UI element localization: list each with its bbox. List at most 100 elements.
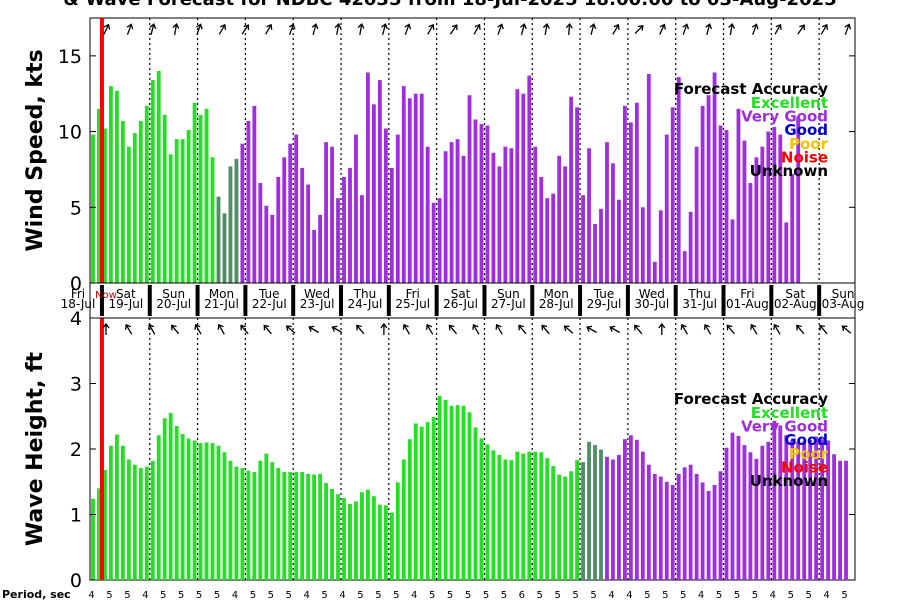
wave-height-bar [587, 441, 591, 580]
wave-height-bar [706, 490, 711, 580]
wind-speed-bar [467, 95, 472, 283]
wave-height-bar [551, 466, 556, 580]
wave-height-bar [318, 473, 323, 580]
wind-speed-bar [658, 210, 663, 283]
wave-height-bar [575, 460, 580, 580]
wave-height-bar [646, 464, 651, 580]
day-of-week-label: Thu [687, 287, 711, 301]
wave-height-bar [240, 468, 245, 580]
period-value: 5 [250, 590, 256, 600]
wind-speed-bar [126, 146, 131, 283]
wave-height-bar [342, 498, 346, 581]
wind-speed-bar [479, 124, 484, 283]
wave-height-bar [348, 504, 352, 580]
period-value: 5 [555, 590, 561, 600]
period-value: 5 [680, 590, 686, 600]
wave-height-bar [545, 458, 550, 580]
direction-arrow-icon [563, 325, 574, 334]
date-axis-band [89, 282, 856, 319]
direction-arrow-icon [634, 24, 644, 34]
direction-arrow-icon [751, 23, 759, 35]
day-of-week-label: Mon [544, 287, 569, 301]
wind-speed-bar [593, 223, 597, 283]
period-value: 5 [106, 590, 112, 600]
wind-speed-bar [742, 140, 747, 283]
y-tick-label: 2 [70, 439, 82, 461]
wind-speed-bar [485, 125, 490, 283]
wave-height-bar [509, 460, 514, 580]
direction-arrow-icon [334, 23, 342, 36]
period-value: 5 [286, 590, 292, 600]
wave-height-bar [581, 462, 585, 580]
day-boundary-marker [769, 285, 774, 316]
wave-height-bar [664, 481, 669, 580]
wind-speed-bar [395, 134, 400, 283]
y-axis-label: Wind Speed, kts [23, 49, 48, 251]
wave-height-bar [694, 473, 699, 580]
wind-speed-bar [443, 151, 448, 283]
day-boundary-marker [147, 285, 152, 316]
wind-speed-bar [91, 134, 95, 283]
wave-height-bar [670, 485, 675, 580]
day-of-week-label: Tue [258, 287, 280, 301]
wind-speed-bar [97, 108, 101, 283]
wind-speed-bar [437, 198, 442, 283]
y-tick-label: 10 [58, 122, 82, 144]
wind-speed-bar [246, 120, 251, 283]
wave-height-bar [419, 426, 424, 580]
wind-speed-bar [772, 127, 777, 283]
wave-height-bar [682, 467, 687, 580]
direction-arrow-icon [774, 23, 782, 35]
legend-item: Noise [781, 148, 828, 166]
date-label: 22-Jul [252, 297, 287, 311]
period-value: 4 [88, 590, 94, 600]
wind-speed-bar [521, 93, 526, 284]
wave-height-bar [180, 433, 185, 580]
day-boundary-marker [482, 285, 487, 316]
date-label: 30-Jul [634, 297, 669, 311]
day-of-week-label: Tue [593, 287, 615, 301]
day-boundary-marker [386, 285, 391, 316]
wave-height-bar [700, 482, 705, 580]
direction-arrow-icon [311, 23, 319, 35]
wave-height-bar [300, 471, 305, 580]
period-value: 5 [501, 590, 507, 600]
direction-arrow-icon [196, 23, 203, 35]
wind-speed-bar [473, 119, 478, 284]
wind-speed-bar [222, 213, 227, 283]
period-value: 5 [447, 590, 453, 600]
direction-arrow-icon [773, 323, 781, 335]
date-label: 25-Jul [395, 297, 430, 311]
legend-item: Good [784, 121, 828, 139]
wind-speed-bar [551, 193, 556, 283]
legend-item: Unknown [750, 162, 828, 180]
wind-speed-bar [557, 155, 562, 283]
wave-height-bar [330, 488, 334, 580]
wind-speed-bar [288, 143, 293, 283]
wind-speed-bar [312, 230, 317, 283]
day-of-week-label: Sun [162, 287, 185, 301]
period-value: 5 [393, 590, 399, 600]
wave-height-bar [443, 399, 448, 581]
wind-speed-bar [605, 142, 609, 283]
y-axis-label: Wave Height, ft [23, 351, 48, 546]
wind-speed-bar [162, 114, 167, 283]
wave-height-bar [264, 453, 269, 580]
day-boundary-marker [817, 285, 822, 316]
wave-height-bar [437, 395, 442, 580]
wind-speed-bar [670, 107, 675, 283]
direction-arrow-icon [634, 324, 643, 335]
wind-speed-bar [174, 139, 179, 283]
wind-speed-bar [754, 157, 759, 283]
wave-height-bar [407, 439, 412, 580]
wind-speed-bar [646, 74, 651, 283]
direction-arrow-icon [819, 324, 828, 335]
wind-speed-bar [306, 184, 311, 283]
wave-height-bar [742, 445, 747, 580]
wind-speed-bar [688, 211, 693, 283]
wind-speed-bar [282, 157, 287, 283]
wind-speed-bar [569, 96, 574, 284]
wind-speed-bar [407, 98, 412, 283]
direction-arrow-icon [518, 324, 527, 335]
period-row-label: Period, sec [2, 588, 71, 600]
